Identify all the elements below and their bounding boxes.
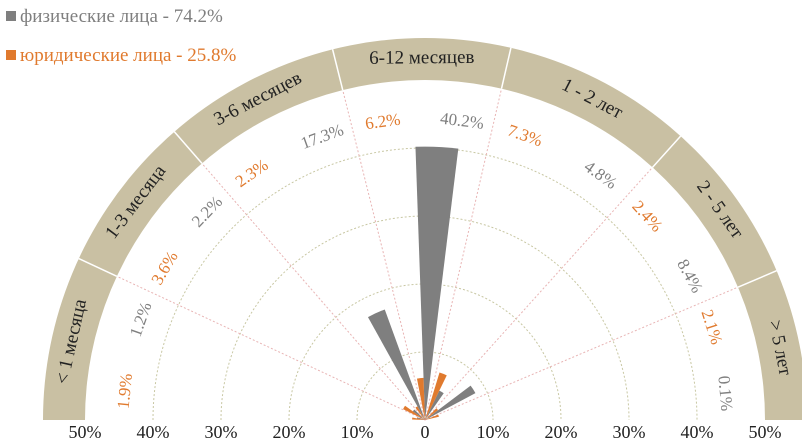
axis-tick-label: 30% (205, 422, 238, 442)
category-band (43, 38, 802, 420)
bar-legal-entities (425, 408, 439, 420)
radial-divider (424, 166, 653, 421)
band-divider (500, 47, 512, 89)
axis-tick-label: 10% (477, 422, 510, 442)
value-label-individuals: 40.2% (439, 109, 485, 133)
bar-legal-entities (425, 372, 447, 420)
value-label-legal-entities: 7.3% (505, 121, 545, 151)
value-label-legal-entities: 2.4% (628, 197, 666, 236)
axis-tick-label: 10% (341, 422, 374, 442)
grid-ring (152, 147, 698, 421)
value-label-legal-entities: 2.1% (697, 307, 726, 347)
band-divider (173, 131, 203, 164)
value-label-individuals: 8.4% (673, 256, 707, 296)
bar-individuals (425, 390, 444, 420)
axis-tick-label: 40% (681, 422, 714, 442)
radial-divider (201, 163, 426, 421)
legend-label-legal-entities: юридические лица - 25.8% (20, 45, 237, 66)
legend-label-individuals: физические лица - 74.2% (20, 6, 223, 27)
radial-divider (424, 88, 502, 421)
value-label-individuals: 1.2% (126, 299, 156, 339)
bar-legal-entities (415, 406, 425, 420)
value-label-legal-entities: 3.6% (147, 248, 181, 288)
band-divider (78, 257, 118, 277)
axis-tick-label: 50% (69, 422, 102, 442)
value-label-legal-entities: 1.9% (114, 373, 136, 410)
bar-legal-entities (403, 405, 425, 420)
value-label-individuals: 0.1% (714, 375, 736, 412)
band-divider (651, 135, 682, 168)
legend-swatch-individuals (6, 11, 16, 21)
bar-legal-entities (416, 377, 425, 420)
value-label-individuals: 4.8% (581, 157, 621, 193)
legend-swatch-legal-entities (6, 50, 16, 60)
axis-tick-label: 30% (613, 422, 646, 442)
value-label-legal-entities: 2.3% (232, 155, 272, 191)
axis-tick-label: 20% (273, 422, 306, 442)
bar-individuals (425, 385, 476, 420)
legend-item-legal-entities: юридические лица - 25.8% (6, 45, 236, 67)
band-divider (737, 270, 777, 288)
bar-individuals (367, 309, 425, 420)
axis-tick-label: 20% (545, 422, 578, 442)
axis-tick-label: 40% (137, 422, 170, 442)
band-divider (331, 49, 344, 91)
bar-individuals (412, 409, 425, 420)
radial-divider (342, 89, 426, 421)
legend-item-individuals: физические лица - 74.2% (6, 6, 223, 28)
value-label-individuals: 17.3% (298, 120, 346, 153)
value-label-legal-entities: 6.2% (364, 109, 402, 133)
bar-individuals (415, 146, 459, 420)
value-label-individuals: 2.2% (188, 192, 226, 231)
category-label: 6-12 месяцев (369, 47, 474, 69)
axis-tick-label: 0 (421, 422, 430, 442)
bar-legal-entities (412, 417, 425, 420)
bar-legal-entities (425, 414, 439, 420)
axis-tick-label: 50% (749, 422, 782, 442)
bar-individuals (416, 417, 425, 420)
radial-divider (424, 286, 739, 421)
radial-divider (116, 275, 426, 421)
